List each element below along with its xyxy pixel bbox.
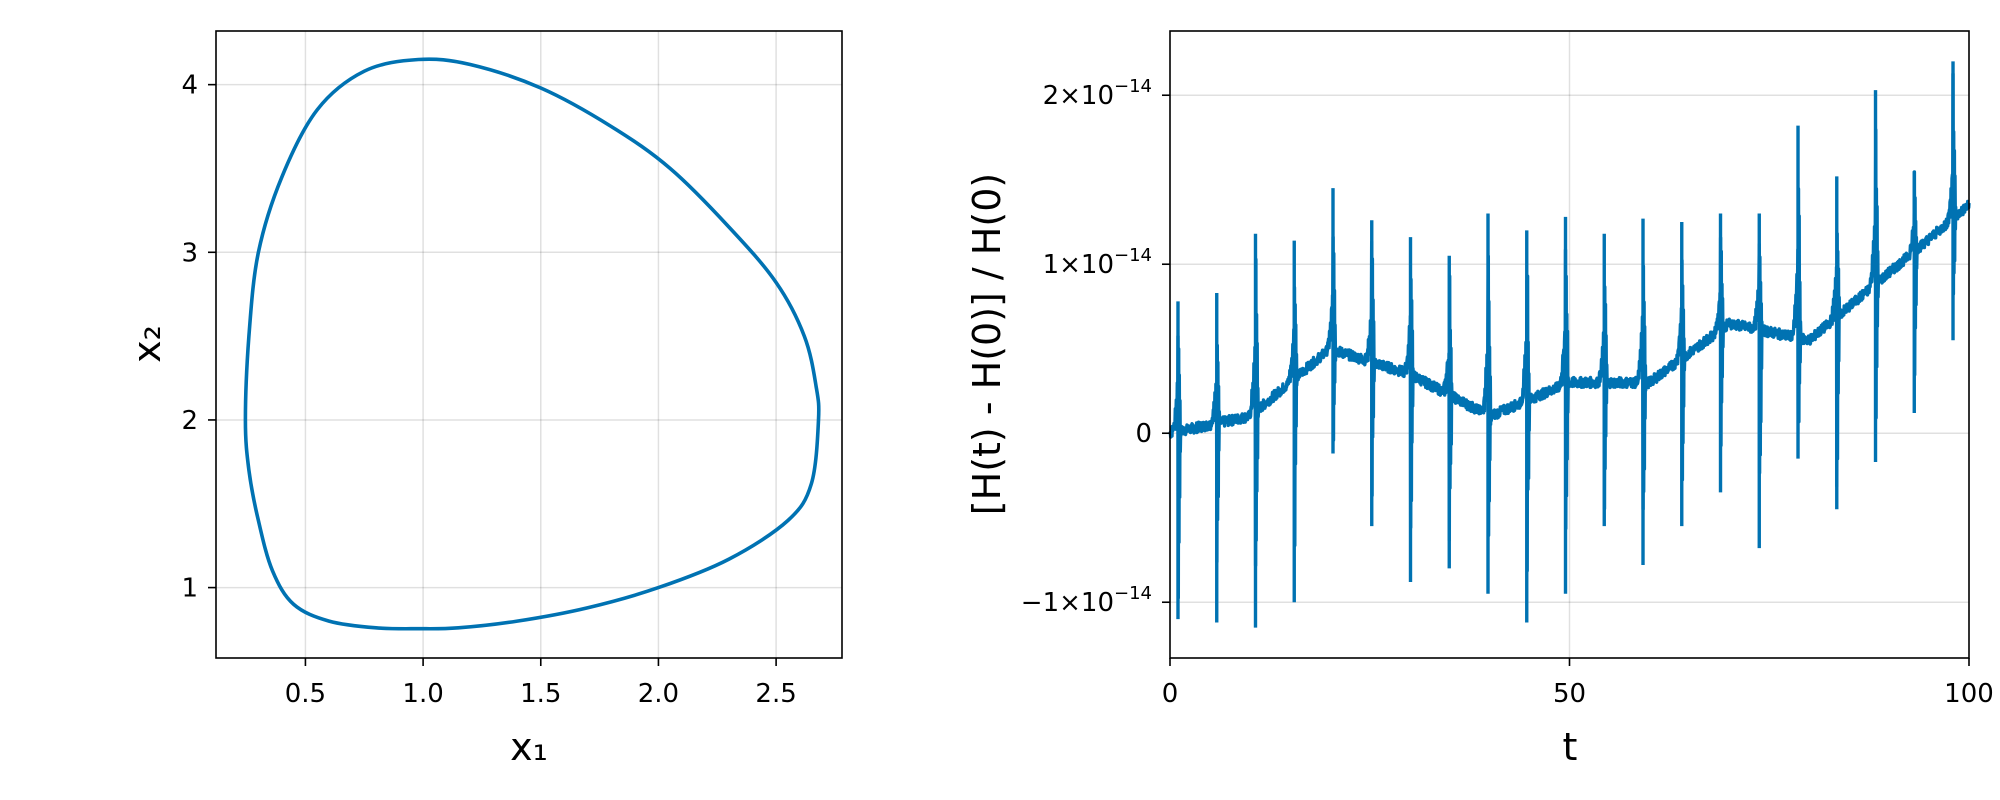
- series-right: [1168, 61, 1971, 628]
- plot-phase-portrait: 0.5 1.0 1.5 2.0 2.5 1 2 3 4 x₁ x₂: [125, 30, 843, 769]
- series-left: [243, 57, 821, 631]
- x-tick-label: 1.0: [402, 679, 443, 709]
- y-tick-label: 1: [181, 574, 198, 604]
- x-tick-label: 2.5: [755, 679, 796, 709]
- y-tick-label: 1×10−14: [1043, 245, 1152, 280]
- plot-area-left: [216, 31, 842, 658]
- y-tick-label: 3: [181, 238, 198, 268]
- x-ticks-right: 0 50 100: [1162, 658, 1994, 709]
- x-tick-label: 50: [1553, 679, 1586, 709]
- y-tick-label: 2×10−14: [1043, 76, 1152, 111]
- x-tick-label: 0.5: [285, 679, 326, 709]
- series-line-orbit: [243, 57, 821, 631]
- y-tick-label: 0: [1135, 419, 1152, 449]
- x-axis-label-left: x₁: [510, 725, 548, 769]
- y-tick-label: 4: [181, 71, 198, 101]
- y-axis-label-left: x₂: [125, 325, 169, 363]
- x-tick-label: 100: [1944, 679, 1994, 709]
- plot-energy-error: 0 50 100 −1×10−14 0 1×10−14 2×10−14 t [H(t) -…: [965, 30, 1994, 769]
- x-axis-label-right: t: [1563, 725, 1578, 769]
- frame-left: [215, 30, 843, 659]
- x-tick-label: 0: [1162, 679, 1179, 709]
- x-tick-label: 1.5: [520, 679, 561, 709]
- x-ticks-left: 0.5 1.0 1.5 2.0 2.5: [285, 658, 797, 709]
- y-tick-label: 2: [181, 406, 198, 436]
- y-axis-label-right: [H(t) - H(0)] / H(0): [965, 173, 1009, 515]
- y-ticks-right: −1×10−14 0 1×10−14 2×10−14: [1021, 76, 1170, 618]
- y-tick-label: −1×10−14: [1021, 583, 1152, 618]
- y-ticks-left: 1 2 3 4: [181, 71, 216, 604]
- x-tick-label: 2.0: [638, 679, 679, 709]
